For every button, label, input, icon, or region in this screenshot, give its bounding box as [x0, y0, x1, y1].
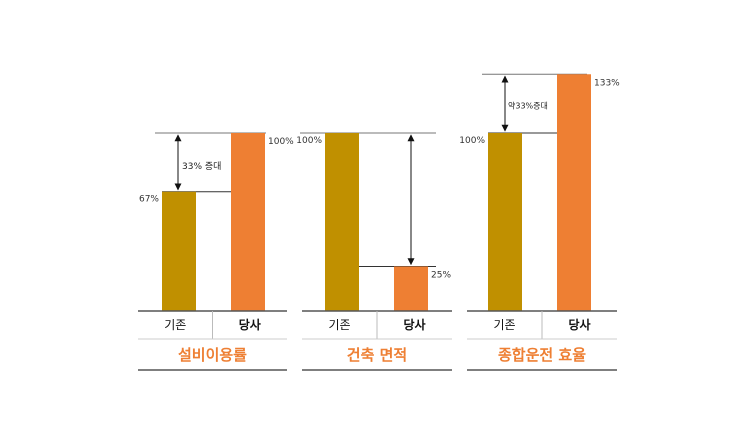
category-tick-label: 당사	[568, 317, 590, 332]
panel-title: 건축 면적	[347, 346, 407, 364]
data-label: 67%	[139, 195, 159, 205]
data-label: 133%	[594, 78, 620, 88]
bar-existing	[325, 133, 359, 311]
category-tick-label: 기존	[493, 318, 515, 332]
category-tick-label: 당사	[239, 317, 261, 332]
bar-ours	[231, 133, 265, 311]
data-label: 100%	[268, 137, 294, 147]
bar-existing	[488, 133, 522, 311]
data-label: 100%	[459, 136, 485, 146]
data-label: 100%	[296, 136, 322, 146]
data-label: 25%	[431, 271, 451, 281]
category-tick-label: 기존	[164, 318, 186, 332]
panel-title: 종합운전 효율	[498, 346, 586, 364]
panel-title: 설비이용률	[178, 346, 247, 364]
annotation-label: 33% 증대	[182, 161, 221, 172]
bar-ours	[557, 74, 591, 311]
bar-existing	[162, 191, 196, 311]
category-tick-label: 당사	[403, 317, 425, 332]
category-tick-label: 기존	[328, 318, 350, 332]
bar-ours	[394, 266, 428, 311]
annotation-label: 약33%증대	[508, 100, 548, 110]
